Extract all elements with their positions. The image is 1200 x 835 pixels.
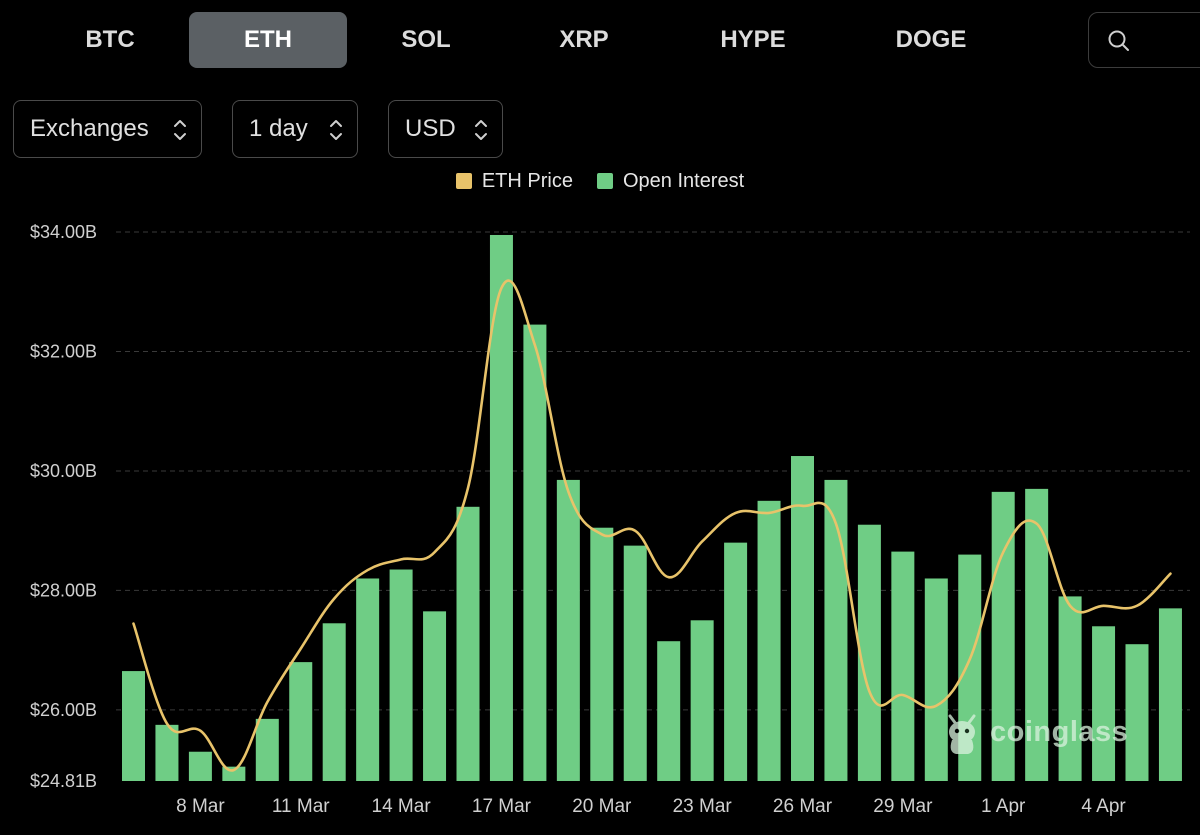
asset-tabs: BTC ETH SOL XRP HYPE DOGE	[0, 0, 1200, 84]
bar-open-interest[interactable]	[590, 527, 614, 781]
interval-select[interactable]: 1 day	[232, 100, 358, 158]
interval-select-label: 1 day	[249, 115, 308, 142]
currency-select-label: USD	[405, 115, 456, 142]
bar-open-interest[interactable]	[791, 456, 814, 781]
legend-label-oi: Open Interest	[622, 169, 745, 192]
legend-swatch-price	[455, 173, 472, 189]
bar-open-interest[interactable]	[489, 234, 513, 781]
chevron-updown-icon	[330, 120, 342, 140]
coinglass-logo-icon	[948, 714, 976, 754]
tab-doge[interactable]: DOGE	[895, 26, 967, 53]
bar-open-interest[interactable]	[924, 578, 948, 781]
bar-open-interest[interactable]	[724, 542, 748, 781]
watermark-text: coinglass	[990, 715, 1129, 748]
y-tick-label: $34.00B	[30, 222, 97, 242]
legend-swatch-oi	[596, 173, 613, 189]
y-tick-label: $26.00B	[30, 700, 97, 720]
bar-open-interest[interactable]	[423, 611, 447, 781]
y-tick-label: $24.81B	[30, 771, 97, 791]
bar-open-interest[interactable]	[1092, 626, 1116, 781]
exchanges-select[interactable]: Exchanges	[13, 100, 202, 158]
bar-open-interest[interactable]	[623, 545, 647, 781]
bar-open-interest[interactable]	[322, 623, 346, 781]
tab-sol[interactable]: SOL	[401, 26, 451, 53]
bar-open-interest[interactable]	[757, 500, 781, 781]
chart-legend: ETH Price Open Interest	[0, 166, 1200, 196]
tab-btc[interactable]: BTC	[85, 26, 135, 53]
bar-open-interest[interactable]	[556, 479, 580, 781]
bar-open-interest[interactable]	[188, 751, 212, 781]
x-tick-label: 1 Apr	[981, 796, 1026, 817]
x-tick-label: 8 Mar	[176, 796, 225, 817]
bar-open-interest[interactable]	[122, 671, 145, 781]
y-tick-label: $28.00B	[30, 580, 97, 600]
bar-open-interest[interactable]	[1025, 488, 1049, 781]
bar-open-interest[interactable]	[255, 718, 279, 781]
y-tick-label: $30.00B	[30, 461, 97, 481]
tab-eth[interactable]: ETH	[189, 12, 347, 68]
bar-open-interest[interactable]	[389, 569, 413, 781]
bar-open-interest[interactable]	[1125, 644, 1149, 781]
search-icon	[1108, 30, 1129, 51]
exchanges-select-label: Exchanges	[30, 115, 149, 142]
x-tick-label: 26 Mar	[773, 796, 833, 817]
line-eth-price[interactable]	[132, 279, 1172, 772]
legend-item-open-interest[interactable]: Open Interest	[596, 169, 745, 193]
x-tick-label: 23 Mar	[673, 796, 733, 817]
bar-open-interest[interactable]	[657, 641, 681, 781]
x-tick-label: 17 Mar	[472, 796, 532, 817]
x-tick-label: 29 Mar	[873, 796, 933, 817]
bar-open-interest[interactable]	[690, 620, 714, 781]
bar-open-interest[interactable]	[1058, 596, 1082, 781]
y-tick-label: $32.00B	[30, 341, 97, 361]
currency-select[interactable]: USD	[388, 100, 503, 158]
x-tick-label: 11 Mar	[272, 796, 330, 817]
legend-item-eth-price[interactable]: ETH Price	[455, 169, 573, 193]
legend-label-price: ETH Price	[481, 169, 573, 192]
bar-open-interest[interactable]	[289, 662, 313, 781]
tab-hype[interactable]: HYPE	[720, 26, 786, 53]
search-input[interactable]	[1088, 12, 1200, 68]
x-tick-label: 14 Mar	[372, 796, 432, 817]
chevron-updown-icon	[475, 120, 487, 140]
bar-open-interest[interactable]	[356, 578, 380, 781]
x-tick-label: 4 Apr	[1081, 796, 1126, 817]
bar-open-interest[interactable]	[1158, 608, 1182, 781]
coinglass-watermark: coinglass	[940, 708, 1128, 756]
x-tick-label: 20 Mar	[572, 796, 632, 817]
bar-open-interest[interactable]	[857, 524, 881, 781]
bar-open-interest[interactable]	[456, 506, 480, 781]
chevron-updown-icon	[174, 120, 186, 140]
tab-xrp[interactable]: XRP	[559, 26, 609, 53]
bar-open-interest[interactable]	[155, 724, 179, 781]
bar-open-interest[interactable]	[824, 479, 848, 781]
bar-open-interest[interactable]	[523, 324, 547, 781]
bar-open-interest[interactable]	[891, 551, 915, 781]
